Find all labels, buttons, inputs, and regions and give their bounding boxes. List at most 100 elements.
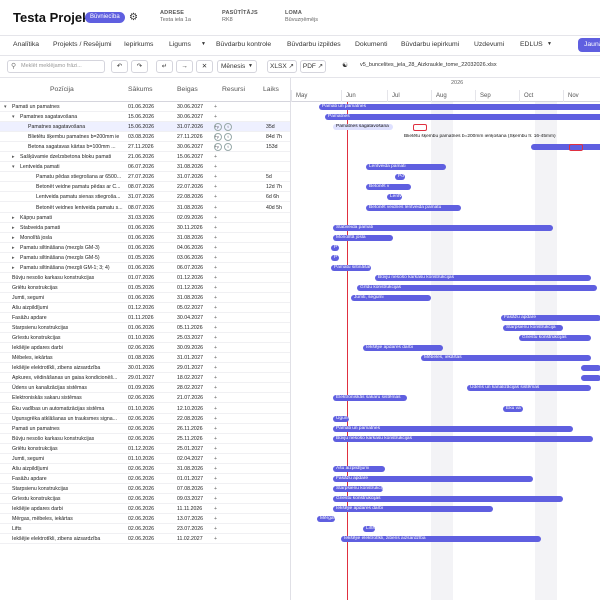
- gantt-bar[interactable]: Blietētu šķembu pamatnes b=200mm ieriķoš…: [404, 134, 556, 139]
- task-start[interactable]: 03.08.2026: [128, 134, 154, 140]
- task-name[interactable]: Lentveida pamati: [20, 164, 60, 170]
- task-end[interactable]: 31.08.2026: [177, 235, 203, 241]
- expand-toggle-icon[interactable]: ▸: [12, 154, 15, 160]
- task-start[interactable]: 02.06.2026: [128, 416, 154, 422]
- task-end[interactable]: 26.11.2026: [177, 426, 203, 432]
- plus-icon[interactable]: +: [214, 174, 218, 180]
- task-name[interactable]: Būvju nesošo karkasu konstrukcijas: [12, 436, 95, 442]
- table-row[interactable]: Ašu aizpildījumi 01.12.2026 05.02.2027 +: [0, 303, 290, 313]
- resource-avatar[interactable]: t: [224, 133, 232, 141]
- task-end[interactable]: 01.12.2026: [177, 275, 203, 281]
- tab-jaunas[interactable]: Jaunās: [578, 38, 600, 52]
- task-name[interactable]: Sašķūvamie dzelzsbetona bloku pamati: [20, 154, 112, 160]
- resource-avatar[interactable]: t: [224, 143, 232, 151]
- gear-icon[interactable]: ⚙: [129, 12, 138, 23]
- gantt-bar[interactable]: Lentveida pamati: [366, 164, 446, 170]
- outdent-button[interactable]: ↵: [156, 60, 173, 73]
- task-name[interactable]: Ugunsgrēka atklāšanas un trauksmes signa…: [12, 416, 117, 422]
- task-end[interactable]: 30.04.2027: [177, 315, 203, 321]
- gantt-bar[interactable]: Būvju nesošo karkasu konstrukcijas: [333, 436, 593, 442]
- task-start[interactable]: 01.05.2026: [128, 285, 154, 291]
- gantt-bar[interactable]: P: [331, 255, 339, 261]
- table-row[interactable]: ▸ Pamatu siltināšana (mezgli GM-1; 3; 4) 0…: [0, 263, 290, 273]
- plus-icon[interactable]: +: [214, 486, 218, 492]
- task-start[interactable]: 01.07.2026: [128, 275, 154, 281]
- task-end[interactable]: 06.07.2026: [177, 265, 203, 271]
- table-row[interactable]: Mērgas, mēbeles, iekārtas 02.06.2026 13.07…: [0, 514, 290, 524]
- gantt-bar[interactable]: Iekšējie elektrotīkli, zibens aizsardzīb…: [341, 536, 541, 542]
- task-name[interactable]: Būvju nesošo karkasu konstrukcijas: [12, 275, 95, 281]
- gantt-bar[interactable]: Monolītā josla: [333, 235, 393, 241]
- task-name[interactable]: Jumti, segumi: [12, 456, 44, 462]
- task-name[interactable]: Starpsienu konstrukcijas: [12, 325, 69, 331]
- task-name[interactable]: Apkures, vēdināšanas un gaisa kondicionē…: [12, 375, 118, 381]
- tab-projekts[interactable]: Projekts / Resējumi: [53, 41, 112, 48]
- task-name[interactable]: Pamatu siltināšana (mezgli GM-1; 3; 4): [20, 265, 110, 271]
- task-end[interactable]: 23.07.2026: [177, 526, 203, 532]
- task-end[interactable]: 04.06.2026: [177, 245, 203, 251]
- task-start[interactable]: 31.03.2026: [128, 215, 154, 221]
- task-start[interactable]: 01.06.2026: [128, 265, 154, 271]
- col-pozicija[interactable]: Pozīcija: [50, 86, 74, 93]
- tab-buvdarbu-kontrole[interactable]: Būvdarbu kontrole: [216, 41, 272, 48]
- task-start[interactable]: 01.06.2026: [128, 325, 154, 331]
- task-name[interactable]: Fasāžu apdare: [12, 476, 47, 482]
- expand-toggle-icon[interactable]: ▸: [12, 255, 15, 261]
- table-row[interactable]: Betonēt veidne pamatu pēdas ar C... 08.07…: [0, 182, 290, 192]
- plus-icon[interactable]: +: [214, 164, 218, 170]
- task-end[interactable]: 05.02.2027: [177, 305, 203, 311]
- task-name[interactable]: Grīestu konstrukcijas: [12, 335, 61, 341]
- table-row[interactable]: ▾ Lentveida pamati 06.07.2026 31.08.2026 +: [0, 162, 290, 172]
- task-end[interactable]: 31.08.2026: [177, 295, 203, 301]
- table-row[interactable]: Pamatnes sagatavošana 15.06.2026 31.07.202…: [0, 122, 290, 132]
- period-select[interactable]: Mēnesis ▼: [217, 60, 257, 73]
- plus-icon[interactable]: +: [214, 235, 218, 241]
- table-row[interactable]: Ēku vadības un automatizācijas sistēma 01…: [0, 404, 290, 414]
- task-start[interactable]: 02.06.2026: [128, 526, 154, 532]
- task-end[interactable]: 30.06.2027: [177, 104, 203, 110]
- table-row[interactable]: Ugunsgrēka atklāšanas un trauksmes signa…: [0, 414, 290, 424]
- table-row[interactable]: Griētu konstrukcijas 01.12.2026 25.01.2027…: [0, 444, 290, 454]
- tab-buvdarbu-izpildes[interactable]: Būvdarbu izpildes: [287, 41, 341, 48]
- col-resursi[interactable]: Resursi: [222, 86, 246, 93]
- table-row[interactable]: Iekšējie elektrotīkli, zibens aizsardzīb…: [0, 534, 290, 544]
- gantt-bar[interactable]: Stabveida pamati: [333, 225, 553, 231]
- gantt-bar[interactable]: Iekšējie apdares darbi: [363, 345, 443, 351]
- plus-icon[interactable]: +: [214, 245, 218, 251]
- plus-icon[interactable]: +: [214, 355, 218, 361]
- gantt-bar[interactable]: Mēbeles, iekārtas: [421, 355, 591, 361]
- xlsx-button[interactable]: XLSX ↗: [267, 60, 297, 73]
- plus-icon[interactable]: +: [214, 205, 218, 211]
- tab-buvdarbu-iepirkumi[interactable]: Būvdarbu iepirkumi: [401, 41, 460, 48]
- task-name[interactable]: Iekšējie apdares darbi: [12, 345, 63, 351]
- task-name[interactable]: Ūdens un kanalizācijas sistēmas: [12, 385, 87, 391]
- table-row[interactable]: Griētu konstrukcijas 01.05.2026 01.12.2026…: [0, 283, 290, 293]
- task-start[interactable]: 02.06.2026: [128, 536, 154, 542]
- table-row[interactable]: ▸ Monolītā josla 01.06.2026 31.08.2026 +: [0, 233, 290, 243]
- gantt-bar[interactable]: Betonēt veidnes lentveida pamatu: [366, 205, 461, 211]
- table-row[interactable]: ▸ Sašķūvamie dzelzsbetona bloku pamati 21.…: [0, 152, 290, 162]
- task-start[interactable]: 01.10.2026: [128, 335, 154, 341]
- plus-icon[interactable]: +: [214, 385, 218, 391]
- indent-button[interactable]: →: [176, 60, 193, 73]
- gantt-bar[interactable]: Starpsienu konstrukcijas: [333, 486, 383, 492]
- tab-ligums[interactable]: Ligums: [169, 41, 191, 48]
- task-end[interactable]: 07.08.2026: [177, 486, 203, 492]
- task-end[interactable]: 25.01.2027: [177, 446, 203, 452]
- resource-avatar[interactable]: p: [214, 123, 222, 131]
- task-end[interactable]: 22.08.2026: [177, 194, 203, 200]
- gantt-bar[interactable]: Ēku va: [503, 406, 523, 412]
- task-start[interactable]: 02.06.2026: [128, 395, 154, 401]
- task-end[interactable]: 22.08.2026: [177, 416, 203, 422]
- gantt-bar[interactable]: Būvju nesošo karkasu konstrukcijas: [375, 275, 591, 281]
- plus-icon[interactable]: +: [214, 375, 218, 381]
- gantt-bar[interactable]: Fasāžu apdare: [501, 315, 600, 321]
- plus-icon[interactable]: +: [214, 496, 218, 502]
- table-row[interactable]: Mēbeles, iekārtas 01.08.2026 31.01.2027 +: [0, 353, 290, 363]
- task-start[interactable]: 02.06.2026: [128, 506, 154, 512]
- table-row[interactable]: Fasāžu apdare 01.11.2026 30.04.2027 +: [0, 313, 290, 323]
- table-row[interactable]: Iekšējie elektrotīkli, zibens aizsardzīb…: [0, 363, 290, 373]
- gantt-bar[interactable]: Lifts: [363, 526, 375, 532]
- task-name[interactable]: Mēbeles, iekārtas: [12, 355, 53, 361]
- task-start[interactable]: 29.01.2027: [128, 375, 154, 381]
